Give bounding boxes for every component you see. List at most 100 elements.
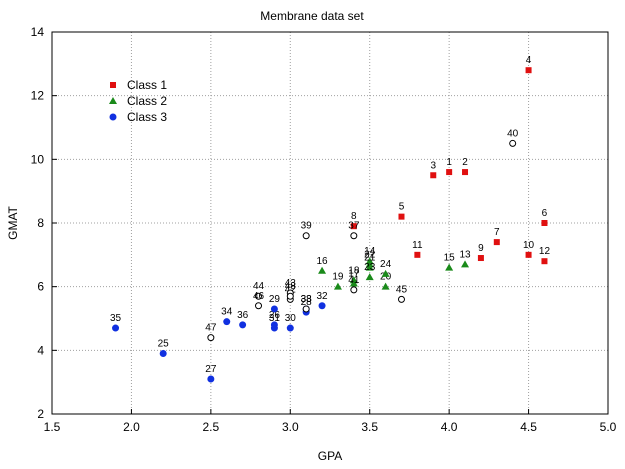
data-point-label: 10 bbox=[523, 240, 535, 251]
chart-title: Membrane data set bbox=[260, 9, 364, 23]
data-point-label: 18 bbox=[348, 265, 360, 276]
x-tick-label: 2.5 bbox=[203, 420, 220, 434]
data-point bbox=[430, 172, 437, 179]
data-point-label: 46 bbox=[253, 291, 265, 302]
data-point bbox=[461, 260, 470, 268]
data-point bbox=[302, 305, 310, 313]
data-point bbox=[207, 375, 215, 383]
y-tick-label: 14 bbox=[31, 25, 45, 39]
data-point bbox=[286, 292, 294, 300]
y-tick-label: 2 bbox=[37, 407, 44, 421]
y-tick-label: 10 bbox=[31, 152, 45, 166]
data-point bbox=[239, 321, 247, 329]
data-point bbox=[462, 169, 469, 176]
data-point bbox=[381, 269, 390, 277]
data-point-label: 3 bbox=[430, 160, 436, 171]
data-point bbox=[223, 318, 231, 326]
data-point-label: 45 bbox=[396, 284, 408, 295]
data-point bbox=[525, 67, 532, 74]
legend-marker bbox=[109, 113, 117, 121]
data-point-label: 28 bbox=[301, 297, 313, 308]
data-point bbox=[381, 282, 390, 290]
data-point-label: 30 bbox=[285, 313, 297, 324]
data-point-label: 16 bbox=[316, 256, 328, 267]
data-point bbox=[350, 232, 358, 240]
y-axis-label: GMAT bbox=[6, 205, 20, 239]
data-point bbox=[493, 239, 500, 246]
data-point bbox=[112, 324, 120, 332]
x-tick-label: 4.5 bbox=[520, 420, 537, 434]
data-point-label: 23 bbox=[364, 262, 376, 273]
data-point bbox=[255, 302, 263, 310]
x-tick-label: 3.0 bbox=[282, 420, 299, 434]
data-point bbox=[398, 213, 405, 220]
data-point-label: 24 bbox=[380, 259, 392, 270]
data-point-label: 21 bbox=[364, 253, 376, 264]
data-point-label: 4 bbox=[526, 55, 532, 66]
legend-marker bbox=[109, 97, 117, 104]
data-point-label: 27 bbox=[205, 364, 217, 375]
data-point-label: 33 bbox=[301, 294, 313, 305]
legend-label: Class 3 bbox=[127, 110, 167, 124]
x-tick-label: 2.0 bbox=[123, 420, 140, 434]
data-point bbox=[270, 324, 278, 332]
data-point bbox=[509, 139, 517, 147]
data-point-label: 34 bbox=[221, 307, 233, 318]
x-tick-label: 1.5 bbox=[44, 420, 61, 434]
data-point bbox=[318, 302, 326, 310]
data-point bbox=[446, 169, 453, 176]
data-point-label: 25 bbox=[158, 339, 170, 350]
data-point-label: 44 bbox=[253, 281, 265, 292]
data-point bbox=[541, 220, 548, 226]
data-point bbox=[525, 251, 532, 258]
legend-label: Class 1 bbox=[127, 78, 167, 92]
data-point-label: 22 bbox=[364, 249, 376, 260]
data-point bbox=[349, 276, 358, 284]
data-point-label: 35 bbox=[110, 313, 122, 324]
data-point-label: 37 bbox=[348, 221, 360, 232]
data-point bbox=[302, 232, 310, 240]
x-axis-label: GPA bbox=[318, 449, 342, 463]
data-point-label: 36 bbox=[237, 310, 249, 321]
data-point-label: 40 bbox=[507, 128, 519, 139]
legend-marker bbox=[110, 82, 116, 88]
data-point-label: 2 bbox=[462, 157, 468, 168]
data-point-label: 6 bbox=[542, 208, 548, 219]
y-tick-label: 6 bbox=[37, 280, 44, 294]
data-point bbox=[397, 295, 405, 303]
data-point bbox=[318, 266, 327, 274]
data-point-label: 12 bbox=[539, 246, 551, 257]
y-tick-label: 4 bbox=[37, 343, 44, 357]
data-point-label: 11 bbox=[412, 240, 423, 251]
data-point bbox=[270, 305, 278, 313]
data-point-label: 1 bbox=[446, 157, 452, 168]
data-point bbox=[350, 286, 358, 294]
data-point-label: 31 bbox=[269, 313, 281, 324]
data-point-label: 32 bbox=[316, 291, 328, 302]
data-point bbox=[414, 251, 421, 258]
data-point-label: 8 bbox=[351, 211, 357, 222]
data-point-label: 26 bbox=[269, 310, 281, 321]
data-point bbox=[333, 282, 342, 290]
data-point bbox=[255, 292, 263, 300]
data-point-label: 13 bbox=[459, 249, 471, 260]
legend: Class 1 Class 2 Class 3 bbox=[109, 78, 167, 124]
data-point bbox=[159, 350, 167, 358]
data-point-label: 15 bbox=[444, 253, 456, 264]
data-point bbox=[541, 258, 548, 265]
data-point bbox=[477, 255, 484, 262]
data-point-label: 39 bbox=[301, 221, 313, 232]
data-point bbox=[350, 223, 357, 230]
data-point-label: 48 bbox=[285, 281, 297, 292]
data-point-label: 19 bbox=[332, 272, 344, 283]
data-point-label: 5 bbox=[399, 202, 405, 213]
data-point-label: 14 bbox=[364, 246, 376, 257]
data-point-label: 20 bbox=[380, 272, 392, 283]
data-point bbox=[286, 324, 294, 332]
data-point-label: 47 bbox=[205, 323, 217, 334]
legend-label: Class 2 bbox=[127, 94, 167, 108]
data-point-label: 41 bbox=[348, 275, 360, 286]
